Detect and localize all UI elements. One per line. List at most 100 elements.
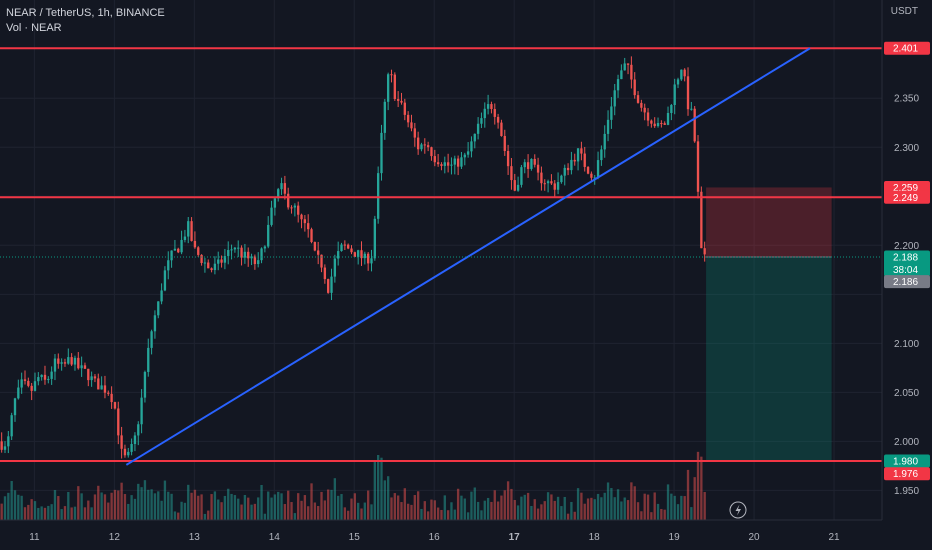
candle-body <box>536 164 540 173</box>
volume-bar <box>460 495 463 520</box>
volume-bar <box>376 454 380 520</box>
candle-body <box>257 260 260 265</box>
candle-body <box>297 205 300 215</box>
volume-bar <box>37 507 40 520</box>
volume-bar <box>570 501 573 520</box>
volume-bar <box>113 489 117 520</box>
time-tick-label: 13 <box>189 532 201 543</box>
candle-body <box>200 254 203 263</box>
candle-body <box>453 158 456 165</box>
volume-bar <box>100 492 103 520</box>
volume-label[interactable]: Vol · NEAR <box>6 22 62 34</box>
volume-bar <box>536 508 540 520</box>
time-axis[interactable] <box>0 520 932 550</box>
candle-body <box>496 116 500 123</box>
short-position-tool[interactable] <box>706 187 832 461</box>
candle-body <box>107 392 110 394</box>
volume-bar <box>436 507 440 520</box>
volume-bar <box>233 495 237 520</box>
volume-bar <box>187 484 190 520</box>
volume-bar <box>453 509 456 520</box>
volume-bar <box>273 494 277 520</box>
volume-bar <box>23 507 27 520</box>
time-tick-label: 20 <box>748 532 760 543</box>
candle-body <box>173 248 177 251</box>
candle-body <box>100 385 103 390</box>
candle-body <box>17 387 20 399</box>
volume-bar <box>303 495 307 520</box>
time-tick-label: 14 <box>269 532 281 543</box>
volume-bar <box>260 484 263 520</box>
candle-body <box>426 145 430 148</box>
volume-bar <box>47 505 50 520</box>
volume-bar <box>636 502 640 520</box>
volume-bar <box>63 506 67 520</box>
candle-body <box>263 246 267 249</box>
volume-bar <box>496 501 500 520</box>
candle-body <box>70 357 73 365</box>
price-tag-label: 1.980 <box>893 456 918 467</box>
candle-body <box>343 244 347 246</box>
candle-body <box>583 153 586 167</box>
volume-bar <box>430 499 433 520</box>
alert-bolt-icon[interactable] <box>729 501 747 519</box>
volume-bar <box>620 501 623 520</box>
volume-bar <box>327 489 330 520</box>
candle-body <box>50 371 53 379</box>
volume-bar <box>576 488 580 520</box>
volume-bar <box>660 508 663 520</box>
candle-body <box>620 70 623 80</box>
candle-body <box>40 374 43 378</box>
candle-body <box>580 148 583 154</box>
volume-bar <box>190 492 193 520</box>
candle-body <box>573 159 576 162</box>
volume-bar <box>416 491 420 520</box>
volume-bar <box>123 494 127 520</box>
volume-bar <box>13 490 17 520</box>
volume-bar <box>650 512 653 520</box>
candle-body <box>673 84 676 106</box>
volume-bar <box>606 482 610 520</box>
candle-body <box>320 254 323 268</box>
candle-body <box>207 262 210 269</box>
candle-body <box>546 181 550 184</box>
volume-bar <box>513 499 516 520</box>
candle-body <box>220 259 223 263</box>
horizontal-lines[interactable] <box>0 47 882 462</box>
volume-bar <box>676 504 680 520</box>
volume-bar <box>330 489 333 520</box>
symbol-title[interactable]: NEAR / TetherUS, 1h, BINANCE <box>6 7 165 19</box>
target-zone <box>706 257 832 461</box>
candle-body <box>23 379 27 381</box>
candle-body <box>660 123 663 125</box>
candle-body <box>476 123 480 134</box>
candle-body <box>103 385 107 393</box>
price-tick-label: 2.000 <box>894 437 919 448</box>
candle-body <box>110 393 113 403</box>
volume-bar <box>290 502 293 520</box>
candle-body <box>693 108 696 142</box>
candle-body <box>506 150 510 167</box>
volume-bar <box>80 493 83 520</box>
candle-body <box>636 95 640 103</box>
volume-bar <box>307 506 310 520</box>
candle-body <box>380 132 383 174</box>
price-tag-label: 2.401 <box>893 44 918 55</box>
price-tag-bg <box>884 250 930 277</box>
candle-body <box>596 160 600 178</box>
candle-body <box>570 159 573 171</box>
candle-body <box>423 144 426 146</box>
candle-body <box>193 240 197 248</box>
candle-body <box>280 183 283 190</box>
volume-bar <box>270 497 273 520</box>
volume-bar <box>10 481 13 520</box>
candle-body <box>446 162 450 166</box>
volume-bar <box>426 511 430 520</box>
volume-bar <box>347 510 350 520</box>
candle-body <box>233 247 237 250</box>
candle-body <box>436 162 440 165</box>
candle-body <box>147 347 150 372</box>
